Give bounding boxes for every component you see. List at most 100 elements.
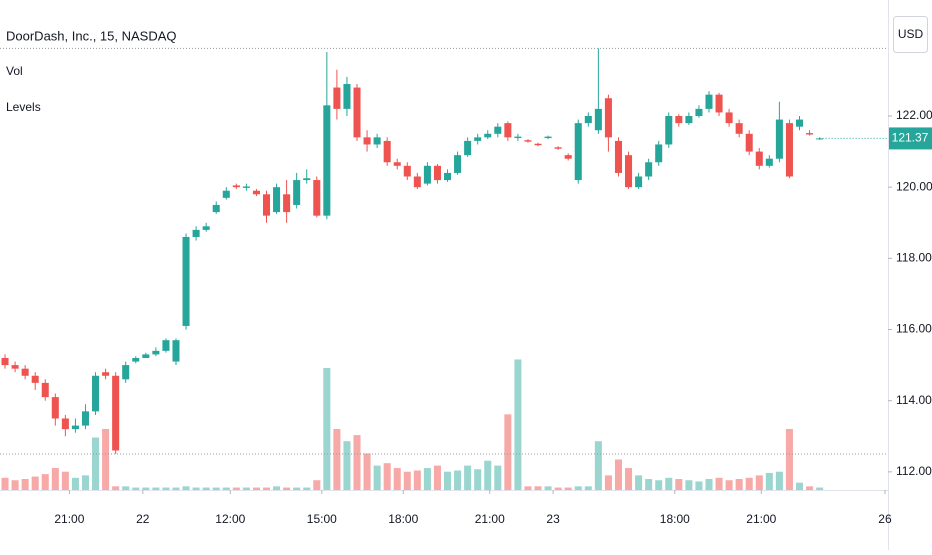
candle-body (504, 123, 512, 138)
x-tick-label: 15:00 (307, 512, 337, 526)
volume-bar (705, 479, 713, 490)
candle-body (785, 123, 793, 177)
volume-bar (112, 486, 120, 490)
volume-bar (745, 477, 753, 490)
volume-bar (413, 470, 421, 490)
volume-bar (454, 470, 462, 490)
candle-body (283, 194, 291, 213)
volume-bar (333, 429, 341, 490)
candle-body (625, 155, 633, 188)
candle-body (31, 375, 39, 383)
volume-bar (675, 479, 683, 490)
volume-bar (695, 481, 703, 490)
volume-bar (524, 486, 532, 490)
candle-body (323, 105, 331, 216)
volume-bar (132, 487, 140, 490)
volume-bar (202, 487, 210, 490)
volume-bar (795, 482, 804, 490)
volume-bar (262, 487, 271, 490)
candle-body (162, 340, 170, 351)
volume-bar (544, 486, 552, 490)
volume-bar (313, 480, 321, 490)
volume-bar (504, 414, 512, 490)
candle-body (81, 411, 90, 426)
volume-bar (806, 486, 814, 490)
candle-body (604, 98, 612, 138)
candle-body (273, 187, 281, 213)
x-tick-label: 22 (136, 512, 150, 526)
volume-bar (122, 486, 130, 490)
candle-body (755, 151, 763, 166)
volume-bar (81, 475, 90, 490)
candle-body (544, 136, 552, 139)
volume-bar (665, 477, 673, 490)
x-tick-label: 23 (546, 512, 560, 526)
candle-body (61, 418, 69, 430)
volume-bar (403, 471, 411, 490)
volume-bar (765, 472, 773, 490)
volume-bar (92, 437, 100, 490)
y-tick-label: 120.00 (896, 179, 932, 193)
volume-bar (393, 468, 401, 490)
candle-body (775, 119, 783, 159)
volume-bar (61, 471, 69, 490)
candle-body (594, 108, 602, 131)
candle-body (675, 116, 683, 124)
candle-body (685, 116, 693, 124)
volume-bar (433, 465, 441, 490)
candle-body (665, 116, 673, 145)
candle-body (92, 375, 100, 412)
candle-body (635, 176, 643, 188)
candle-body (313, 180, 321, 216)
candle-body (534, 143, 542, 146)
volume-bar (363, 453, 371, 490)
candle-body (413, 176, 421, 188)
last-price-label: 121.37 (892, 131, 929, 145)
candle-body (715, 94, 723, 113)
candle-body (152, 350, 160, 355)
volume-bar (142, 487, 150, 490)
volume-bar (574, 486, 582, 490)
candle-body (494, 126, 502, 134)
last-price-badge (889, 127, 932, 150)
volume-bar (283, 487, 291, 490)
x-tick-label: 21:00 (746, 512, 776, 526)
candle-body (393, 162, 401, 166)
candle-body (403, 165, 411, 177)
candle-body (202, 226, 210, 230)
volume-bar (323, 368, 331, 490)
volume-bar (584, 486, 592, 490)
volume-bar (514, 359, 522, 490)
volume-bar (594, 441, 602, 490)
candle-body (112, 375, 120, 451)
y-tick-label: 114.00 (896, 393, 932, 407)
candle-body (574, 123, 582, 181)
x-tick-label: 26 (878, 512, 892, 526)
candle-body (222, 190, 230, 198)
volume-bar (212, 487, 220, 490)
volume-bar (715, 477, 723, 490)
currency-button[interactable] (893, 16, 928, 53)
volume-bar (21, 479, 29, 490)
candle-body (333, 87, 341, 109)
volume-bar (554, 487, 562, 490)
candle-body (705, 94, 713, 109)
x-tick-label: 18:00 (388, 512, 418, 526)
volume-bar (564, 487, 572, 490)
currency-label[interactable]: USD (898, 27, 924, 41)
y-tick-label: 118.00 (896, 251, 932, 265)
candle-body (262, 194, 271, 216)
candle-body (182, 236, 190, 326)
volume-bar (625, 468, 633, 490)
candle-body (212, 204, 220, 213)
candle-body (725, 112, 733, 124)
volume-bar (755, 475, 763, 490)
volume-bar (373, 465, 381, 490)
volume-bar (102, 429, 110, 490)
candle-body (514, 136, 522, 139)
volume-bar (192, 487, 200, 490)
candle-body (645, 162, 653, 177)
candle-body (343, 83, 351, 109)
volume-bar (51, 468, 59, 490)
